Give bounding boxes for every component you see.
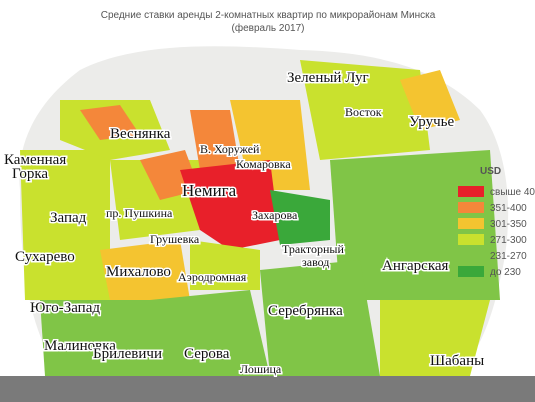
district-label: Веснянка [110, 126, 171, 142]
legend-swatch [458, 186, 484, 197]
legend-swatch [458, 250, 484, 261]
district-label: Горка [12, 166, 48, 182]
district-label: Юго-Запад [30, 300, 100, 316]
district-label: Брилевичи [93, 346, 162, 362]
district-label: пр. Пушкина [106, 206, 173, 220]
legend-title: USD [480, 166, 501, 177]
district-label: Запад [50, 210, 87, 226]
bottom-bar [0, 376, 535, 402]
map-title: Средние ставки аренды 2-комнатных кварти… [101, 10, 436, 21]
map-base [19, 46, 509, 395]
legend-swatch [458, 234, 484, 245]
district-labels: Зеленый Луг Восток Уручье Веснянка В. Хоруже… [3, 69, 486, 378]
district-label: Малиновка [44, 338, 116, 354]
legend-label: 271-300 [490, 235, 527, 246]
district-label: Восток [345, 105, 382, 119]
district-label: Уручье [409, 114, 454, 130]
legend-label: 231-270 [490, 251, 527, 262]
map-subtitle: (февраль 2017) [232, 22, 305, 34]
district-label: Грушевка [150, 232, 200, 246]
district-label: Лошица [240, 362, 282, 376]
legend-label: свыше 400 [490, 187, 535, 198]
district-label: Аэродромная [178, 270, 247, 284]
legend-swatch [458, 266, 484, 277]
legend-swatch [458, 202, 484, 213]
district-label: Немига [182, 181, 237, 200]
district-label: Ангарская [382, 258, 449, 274]
district-label: Сухарево [15, 249, 75, 265]
district-label: Серова [184, 346, 230, 362]
district-label: Михалово [106, 264, 171, 280]
district-label: Зеленый Луг [287, 70, 369, 86]
legend: свыше 400 351-400 301-350 271-300 231-270 до … [458, 186, 535, 278]
district-label: Каменная [4, 152, 66, 168]
district-label: Захарова [252, 208, 298, 222]
legend-swatch [458, 218, 484, 229]
legend-label: до 230 [490, 267, 521, 278]
district-label: В. Хоружей [200, 142, 260, 156]
legend-label: 301-350 [490, 219, 527, 230]
district-label: Тракторный [282, 242, 344, 256]
district-label: Комаровка [236, 157, 291, 171]
district-label: Шабаны [430, 353, 484, 369]
legend-label: 351-400 [490, 203, 527, 214]
district-label: Серебрянка [268, 303, 343, 319]
district-label: завод [302, 255, 329, 269]
